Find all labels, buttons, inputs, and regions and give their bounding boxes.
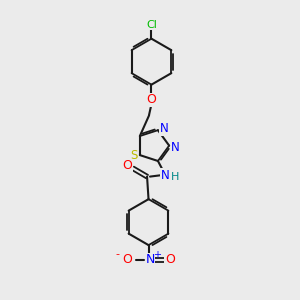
- Text: N: N: [171, 141, 180, 154]
- Text: N: N: [145, 253, 155, 266]
- Text: O: O: [146, 93, 156, 106]
- Text: O: O: [122, 253, 132, 266]
- Text: +: +: [153, 250, 161, 260]
- Text: -: -: [116, 250, 120, 260]
- Text: S: S: [130, 148, 138, 162]
- Text: O: O: [123, 160, 133, 172]
- Text: N: N: [161, 169, 170, 182]
- Text: H: H: [170, 172, 179, 182]
- Text: Cl: Cl: [146, 20, 157, 30]
- Text: O: O: [165, 253, 175, 266]
- Text: N: N: [160, 122, 168, 135]
